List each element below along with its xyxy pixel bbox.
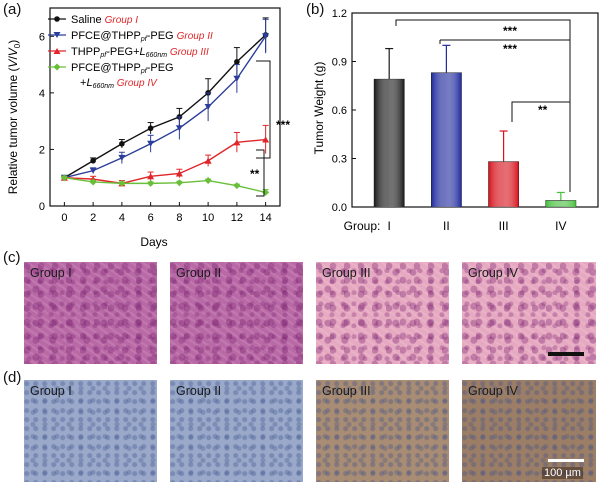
he-tile-label: Group I: [30, 266, 72, 280]
ihc-tile-group-4: Group IV 100 µm: [462, 380, 596, 482]
y-tick-label: 0.9: [332, 57, 347, 69]
he-scale-bar: [548, 352, 584, 356]
x-tick-label: 14: [260, 212, 272, 224]
x-tick-label: 4: [119, 212, 125, 224]
data-point: [147, 173, 155, 180]
data-point: [175, 170, 183, 177]
y-tick-label: 0.0: [332, 202, 347, 214]
ihc-tile-group-1: Group I: [24, 380, 157, 482]
data-point: [204, 157, 212, 164]
x-tick-label: 12: [231, 212, 243, 224]
panel-label-d: (d): [3, 369, 22, 386]
he-tile-group-4: Group IV: [462, 262, 596, 364]
he-tile-group-2: Group II: [170, 262, 303, 364]
data-point: [234, 58, 240, 65]
series-line-1: [64, 34, 267, 179]
y-tick-label: 0: [39, 201, 45, 213]
ihc-tile-label: Group IV: [468, 384, 519, 398]
data-point: [89, 178, 97, 186]
chart-a-sig-2: **: [250, 167, 260, 181]
data-point: [147, 140, 155, 147]
y-tick-label: 2: [39, 144, 45, 156]
data-point: [204, 177, 212, 185]
y-tick-label: 1.2: [332, 8, 347, 20]
data-point: [89, 167, 97, 174]
chart-a-frame: [49, 7, 281, 207]
data-point: [233, 182, 241, 190]
ihc-tile-group-3: Group III: [316, 380, 449, 482]
chart-b-ylabel: Tumor Weight (g): [312, 62, 326, 155]
y-tick-label: 6: [39, 31, 45, 43]
data-point: [118, 154, 126, 161]
x-category-label: III: [499, 219, 509, 233]
bar-shade-I: [374, 79, 405, 207]
bar-shade-II: [431, 72, 462, 207]
data-point: [262, 136, 270, 143]
data-point: [118, 179, 126, 187]
x-category-label: II: [443, 219, 450, 233]
y-tick-label: 0.3: [332, 154, 347, 166]
data-point: [147, 179, 155, 187]
data-point: [119, 140, 125, 147]
series-line-2: [64, 35, 267, 179]
x-tick-label: 6: [148, 212, 154, 224]
chart-a-legend: Saline Group I PFCE@THPPpf-PEG Group II …: [48, 14, 213, 90]
x-tick-label: 10: [202, 212, 214, 224]
panel-label-c: (c): [3, 249, 21, 266]
he-tile-label: Group II: [176, 266, 222, 280]
chart-a-ylabel: Relative tumor volume (V/V0): [6, 40, 22, 195]
tumor-weight-chart: Tumor Weight (g) Group: 0.00.30.60.91.2 …: [312, 8, 599, 233]
data-point: [147, 125, 154, 132]
panel-label-a: (a): [3, 1, 22, 18]
he-tile-group-1: Group I: [24, 262, 157, 364]
data-point: [233, 139, 241, 146]
data-point: [233, 75, 241, 82]
bar-shade-IV: [545, 200, 576, 207]
he-tile-label: Group IV: [468, 266, 519, 280]
data-point: [90, 157, 96, 164]
y-tick-label: 4: [39, 88, 45, 100]
x-tick-label: 8: [176, 212, 182, 224]
data-point: [262, 33, 270, 40]
data-point: [204, 104, 212, 110]
he-tile-group-3: Group III: [316, 262, 449, 364]
chart-b-xlabel: Group:: [344, 219, 381, 233]
chart-b-sig-2: ***: [503, 42, 517, 56]
data-point: [60, 174, 68, 182]
data-point: [175, 125, 183, 132]
ihc-scale-bar: [548, 459, 584, 462]
y-tick-label: 0.6: [332, 105, 347, 117]
legend-entry-4b: +L660nm Group IV: [80, 77, 158, 90]
legend-entry-1: Saline Group I: [71, 14, 138, 26]
x-tick-label: 2: [90, 212, 96, 224]
x-category-label: I: [388, 219, 391, 233]
ihc-tile-label: Group III: [322, 384, 371, 398]
scale-bar-label: 100 µm: [542, 467, 583, 479]
chart-a-sig-1: ***: [276, 118, 290, 132]
he-tile-label: Group III: [322, 266, 371, 280]
x-tick-label: 0: [61, 212, 67, 224]
chart-a-xlabel: Days: [140, 235, 167, 249]
data-point: [175, 179, 183, 187]
panel-label-b: (b): [306, 1, 325, 18]
legend-entry-4a: PFCE@THPPpf-PEG: [71, 62, 174, 75]
legend-entry-3: THPPpf-PEG+L660nm Group III: [71, 46, 209, 59]
chart-b-sig-3: **: [538, 103, 548, 117]
series-line-4: [64, 177, 266, 194]
series-line-3: [64, 138, 266, 185]
ihc-tile-group-2: Group II: [170, 380, 303, 482]
x-category-label: IV: [555, 219, 566, 233]
chart-b-sig-1: ***: [503, 24, 517, 38]
ihc-tile-label: Group I: [30, 384, 72, 398]
bar-shade-III: [488, 161, 519, 207]
legend-entry-2: PFCE@THPPpf-PEG Group II: [71, 30, 213, 43]
ihc-tile-label: Group II: [176, 384, 222, 398]
tumor-volume-chart: Relative tumor volume (V/V0) Days 0 2 4 6 8 1…: [6, 7, 290, 249]
